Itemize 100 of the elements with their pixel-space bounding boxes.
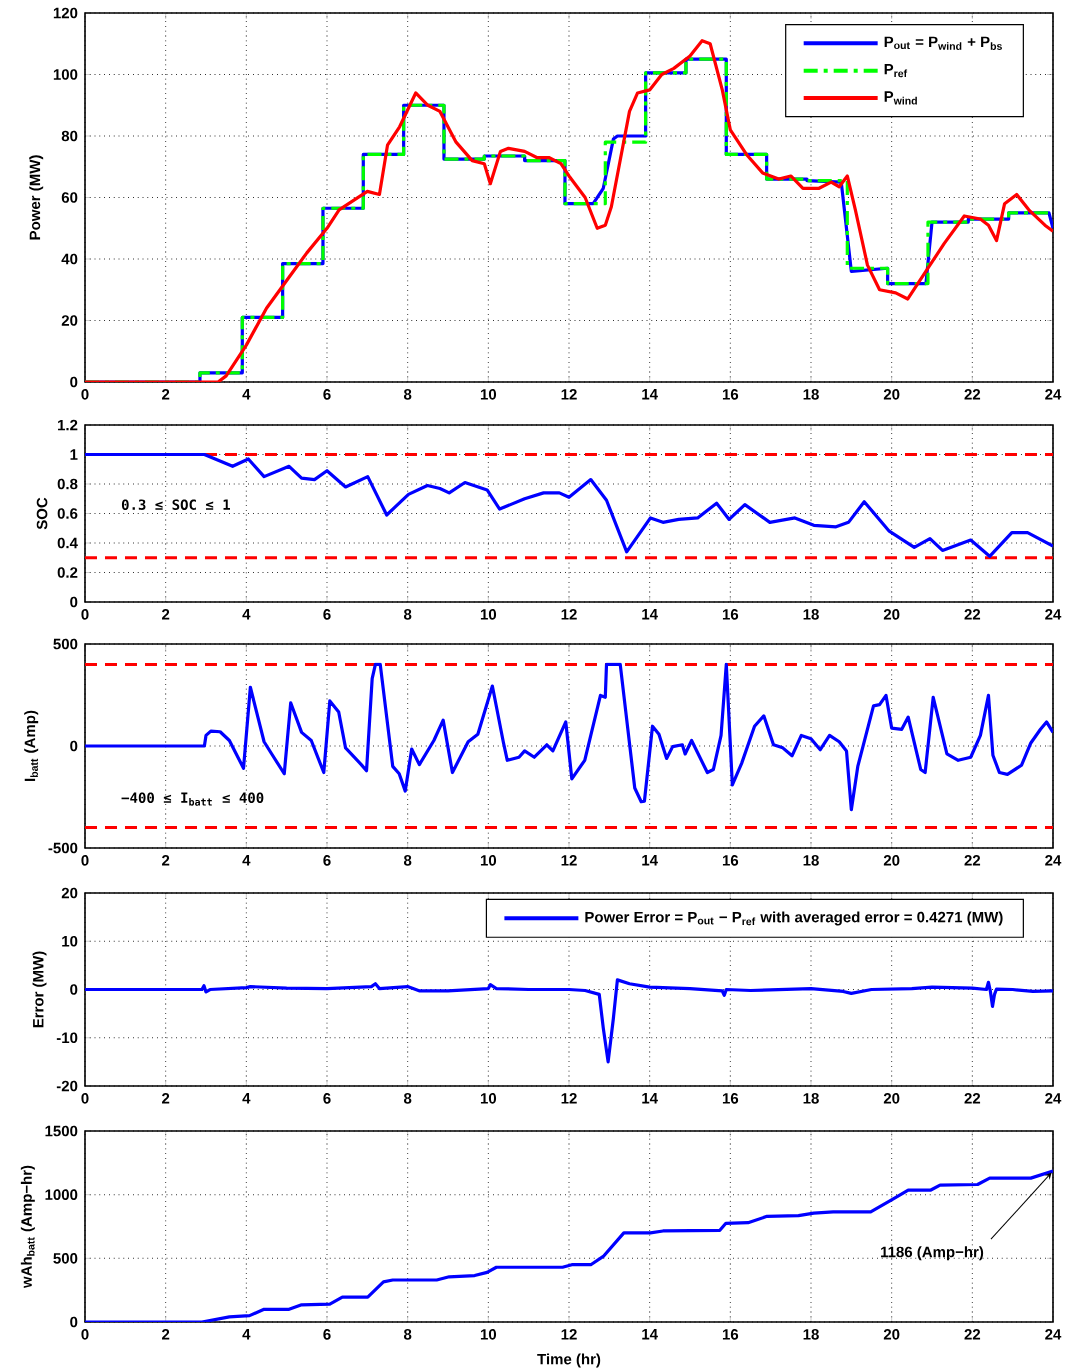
- x-tick-label: 12: [561, 855, 577, 866]
- x-tick-label: 2: [162, 609, 170, 620]
- x-tick-label: 24: [1045, 389, 1062, 400]
- x-tick-label: 16: [722, 855, 739, 866]
- x-tick-label: 12: [561, 389, 577, 400]
- x-tick-label: 10: [480, 855, 497, 866]
- x-tick-label: 6: [323, 1093, 331, 1104]
- x-tick-label: 18: [803, 1329, 819, 1340]
- y-tick-label: 20: [61, 887, 78, 899]
- x-tick-label: 0: [81, 855, 89, 866]
- y-tick-label: 1.2: [58, 419, 78, 431]
- y-tick-label: 0.8: [57, 478, 78, 490]
- y-tick-label: 0: [70, 984, 78, 995]
- x-tick-label: 8: [403, 609, 412, 620]
- x-tick-label: 22: [964, 1329, 981, 1340]
- x-tick-label: 0: [81, 389, 89, 400]
- y-tick-label: 40: [61, 253, 78, 265]
- x-tick-label: 20: [883, 855, 900, 866]
- x-tick-label: 2: [162, 1329, 170, 1340]
- x-tick-label: 16: [722, 1329, 739, 1340]
- x-tick-label: 4: [242, 1093, 251, 1104]
- x-tick-label: 12: [561, 1093, 577, 1104]
- x-tick-label: 14: [642, 389, 658, 400]
- x-tick-label: 6: [323, 389, 331, 400]
- y-tick-label: 1000: [45, 1189, 78, 1200]
- y-axis-title: SOC: [36, 497, 48, 530]
- x-tick-label: 18: [803, 1093, 819, 1104]
- x-tick-label: 20: [883, 609, 900, 620]
- x-axis-title: Time (hr): [537, 1353, 601, 1368]
- y-tick-label: 1: [70, 449, 78, 460]
- y-tick-label: 20: [61, 315, 78, 326]
- y-tick-label: 100: [53, 69, 78, 80]
- x-tick-label: 22: [964, 609, 981, 620]
- y-tick-label: 10: [62, 935, 78, 947]
- x-tick-label: 24: [1045, 1329, 1062, 1340]
- x-tick-label: 8: [403, 389, 412, 400]
- y-tick-label: 0: [70, 1316, 78, 1328]
- x-tick-label: 20: [883, 389, 900, 400]
- legend-label: P$_{wind}$: [884, 91, 917, 105]
- x-tick-label: 12: [561, 609, 577, 620]
- x-tick-label: 4: [242, 389, 251, 400]
- y-tick-label: 0.4: [57, 537, 78, 549]
- legend-label: P$_{ref}$: [884, 64, 908, 78]
- x-tick-label: 4: [242, 1329, 251, 1340]
- x-tick-label: 24: [1045, 1093, 1062, 1104]
- y-tick-label: 80: [61, 130, 78, 142]
- x-tick-label: 22: [964, 389, 981, 400]
- x-tick-label: 0: [81, 1329, 89, 1340]
- x-tick-label: 14: [642, 609, 658, 620]
- x-tick-label: 14: [642, 1093, 658, 1104]
- y-axis-title: Error (MW): [32, 951, 47, 1028]
- x-tick-label: 18: [803, 389, 819, 400]
- y-tick-label: 0.6: [57, 508, 78, 519]
- x-tick-label: 2: [162, 855, 170, 866]
- x-tick-label: 8: [403, 1329, 412, 1340]
- x-tick-label: 10: [480, 1093, 497, 1104]
- y-tick-label: 0: [70, 596, 78, 608]
- x-tick-label: 2: [162, 1093, 170, 1104]
- x-tick-label: 22: [964, 855, 981, 866]
- x-tick-label: 6: [323, 609, 331, 620]
- x-tick-label: 18: [803, 609, 819, 620]
- x-tick-label: 6: [323, 855, 331, 866]
- x-tick-label: 0: [81, 609, 89, 620]
- annotation: −400 ≤ I$_{batt}$ ≤ 400: [121, 792, 264, 806]
- y-tick-label: 60: [61, 192, 78, 203]
- y-tick-label: 0.2: [57, 567, 78, 578]
- y-tick-label: 500: [53, 1253, 78, 1264]
- x-tick-label: 6: [323, 1329, 331, 1340]
- annotation: 0.3 ≤ SOC ≤ 1: [121, 499, 230, 510]
- x-tick-label: 12: [561, 1329, 577, 1340]
- x-tick-label: 8: [403, 855, 412, 866]
- annotation: 1186 (Amp−hr): [881, 1246, 984, 1261]
- x-tick-label: 14: [642, 855, 658, 866]
- x-tick-label: 16: [722, 1093, 739, 1104]
- y-tick-label: 500: [53, 638, 78, 650]
- x-tick-label: 0: [81, 1093, 89, 1104]
- x-tick-label: 22: [964, 1093, 981, 1104]
- x-tick-label: 20: [883, 1329, 900, 1340]
- x-tick-label: 8: [403, 1093, 412, 1104]
- x-tick-label: 10: [480, 1329, 497, 1340]
- x-tick-label: 16: [722, 609, 739, 620]
- x-tick-label: 4: [242, 855, 251, 866]
- x-tick-label: 10: [480, 389, 497, 400]
- y-tick-label: -500: [48, 842, 78, 854]
- x-tick-label: 2: [162, 389, 170, 400]
- y-axis-title: Power (MW): [29, 155, 44, 240]
- x-tick-label: 24: [1045, 609, 1062, 620]
- legend-label: Power Error = P$_{out}$ − P$_{ref}$ with averaged error = 0.4271 (MW): [585, 911, 1003, 926]
- y-axis-title: wAh$_{batt}$ (Amp−hr): [20, 1165, 35, 1289]
- y-tick-label: -20: [56, 1080, 78, 1092]
- x-tick-label: 18: [803, 855, 819, 866]
- y-axis-title: I$_{batt}$ (Amp): [24, 710, 39, 781]
- x-tick-label: 4: [242, 609, 251, 620]
- x-tick-label: 10: [480, 609, 497, 620]
- y-tick-label: 120: [53, 7, 78, 19]
- legend-label: P$_{out}$ = P$_{wind}$ + P$_{bs}$: [884, 36, 1002, 50]
- x-tick-label: 14: [642, 1329, 658, 1340]
- y-tick-label: 0: [70, 376, 78, 388]
- y-tick-label: 0: [70, 740, 78, 752]
- x-tick-label: 16: [722, 389, 739, 400]
